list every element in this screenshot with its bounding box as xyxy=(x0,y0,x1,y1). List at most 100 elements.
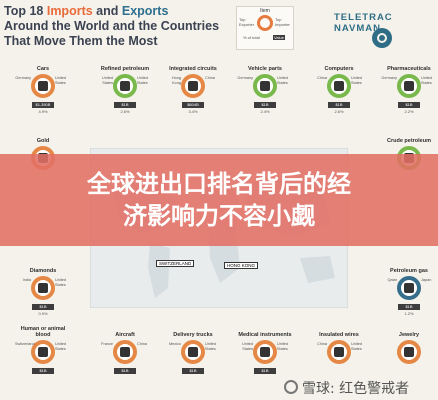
item-label: Aircraft xyxy=(115,332,135,338)
banner-text: 全球进出口排名背后的经 济影响力不容小觑 xyxy=(0,168,438,232)
title-line2: Around the World and the Countries xyxy=(4,19,220,33)
item-vehicle-parts: Vehicle parts Germany United States $1B … xyxy=(237,60,292,114)
item-exporter: Mexico xyxy=(168,342,181,346)
item-value: $1B xyxy=(114,102,136,108)
item-ring xyxy=(397,276,421,300)
item-label: Vehicle parts xyxy=(248,66,282,72)
item-value: $1B xyxy=(398,102,420,108)
item-ring xyxy=(181,74,205,98)
item-importer: United States xyxy=(351,76,362,85)
item-pct: 3.4% xyxy=(188,109,198,114)
legend-ring xyxy=(257,15,273,31)
item-pct: 4.9% xyxy=(38,109,48,114)
item-value: $1B xyxy=(254,102,276,108)
title-and: and xyxy=(92,4,122,18)
item-ring xyxy=(113,74,137,98)
item-computers: Computers China United States $1B 2.6% xyxy=(312,60,366,114)
item-exporter: Germany xyxy=(381,76,397,80)
item-blood: Human or animal blood Switzerland United… xyxy=(15,326,70,374)
item-cars: Cars Germany United States $1,350B 4.9% xyxy=(15,60,70,114)
item-ring xyxy=(327,74,351,98)
item-exporter: Qatar xyxy=(387,278,398,282)
map-tag-hongkong: HONG KONG xyxy=(224,262,259,269)
item-ring xyxy=(253,340,277,364)
item-value: $1B xyxy=(254,368,276,374)
item-exporter: Hong Kong xyxy=(171,76,181,85)
item-diamonds: Diamonds India United States $1B 0.9% xyxy=(16,262,70,316)
car-icon xyxy=(38,81,48,91)
title-line3: That Move Them the Most xyxy=(4,34,158,48)
item-ring xyxy=(327,340,351,364)
item-pct: 1.2% xyxy=(404,311,414,316)
item-importer: Japan xyxy=(421,278,432,282)
item-importer: United States xyxy=(277,76,288,85)
title-exports: Exports xyxy=(121,4,169,18)
item-value: $804B xyxy=(182,102,204,108)
item-importer: China xyxy=(137,342,147,346)
item-ring xyxy=(253,74,277,98)
item-medical-instruments: Medical instruments United States United… xyxy=(238,326,292,374)
header: Top 18 Imports and Exports Around the Wo… xyxy=(0,0,438,60)
item-ring xyxy=(397,340,421,364)
legend-pct: % of total xyxy=(243,35,260,40)
item-importer: China xyxy=(205,76,215,80)
item-pct: 2.6% xyxy=(120,109,130,114)
snowball-logo-icon xyxy=(284,380,298,394)
legend-importer: Top Importer xyxy=(275,17,290,27)
item-importer: United States xyxy=(55,76,66,85)
item-exporter: France xyxy=(101,342,113,346)
item-importer: United States xyxy=(277,342,288,351)
watermark: 雪球: 红色警戒者 xyxy=(302,381,410,397)
page-title: Top 18 Imports and Exports Around the Wo… xyxy=(4,4,234,49)
overlay-banner xyxy=(0,154,438,246)
brand-mark-icon xyxy=(372,28,392,48)
item-label: Pharmaceuticals xyxy=(387,66,431,72)
item-value: $1B xyxy=(328,102,350,108)
item-importer: United States xyxy=(137,76,148,85)
item-value: $1,350B xyxy=(32,102,54,108)
item-exporter: United States xyxy=(242,342,253,351)
item-value: $1B xyxy=(32,304,54,310)
item-label: Delivery trucks xyxy=(173,332,213,338)
item-refined-petroleum: Refined petroleum United States United S… xyxy=(98,60,152,114)
item-insulated-wires: Insulated wires China United States xyxy=(312,326,366,364)
item-label: Integrated circuits xyxy=(169,66,217,72)
item-value: $1B xyxy=(182,368,204,374)
item-exporter: Germany xyxy=(237,76,253,80)
syringe-icon xyxy=(260,347,270,357)
item-exporter: China xyxy=(317,76,327,80)
wire-icon xyxy=(334,347,344,357)
item-value: $1B xyxy=(114,368,136,374)
brand-logo: TELETRAC NAVMAN xyxy=(334,12,393,34)
title-part: Top 18 xyxy=(4,4,47,18)
item-importer: United States xyxy=(55,278,66,287)
item-importer: United States xyxy=(351,342,362,351)
item-pct: 2.4% xyxy=(260,109,270,114)
item-value: $1B xyxy=(398,304,420,310)
item-pharmaceuticals: Pharmaceuticals Germany United States $1… xyxy=(381,60,436,114)
item-label: Cars xyxy=(36,66,50,72)
ring-jewel-icon xyxy=(404,347,414,357)
item-legend: Item Top Exporter Top Importer % of tota… xyxy=(236,6,294,50)
item-ring xyxy=(31,340,55,364)
item-delivery-trucks: Delivery trucks Mexico United States $1B xyxy=(166,326,220,374)
item-pct: 2.6% xyxy=(334,109,344,114)
title-imports: Imports xyxy=(46,4,93,18)
computer-icon xyxy=(334,81,344,91)
item-importer: United States xyxy=(421,76,432,85)
item-value: $1B xyxy=(32,368,54,374)
gas-tank-icon xyxy=(404,283,414,293)
item-integrated-circuits: Integrated circuits Hong Kong China $804… xyxy=(166,60,220,114)
item-ring xyxy=(397,74,421,98)
diamond-icon xyxy=(38,283,48,293)
wrench-icon xyxy=(260,81,270,91)
item-exporter: United States xyxy=(102,76,113,85)
item-label: Jewelry xyxy=(398,332,420,338)
chip-icon xyxy=(188,81,198,91)
item-exporter: China xyxy=(317,342,327,346)
banner-line2: 济影响力不容小觑 xyxy=(123,202,315,230)
legend-exporter: Top Exporter xyxy=(239,17,255,27)
map-tag-switzerland: SWITZERLAND xyxy=(156,260,195,267)
item-ring xyxy=(113,340,137,364)
item-exporter: Switzerland xyxy=(15,342,35,346)
